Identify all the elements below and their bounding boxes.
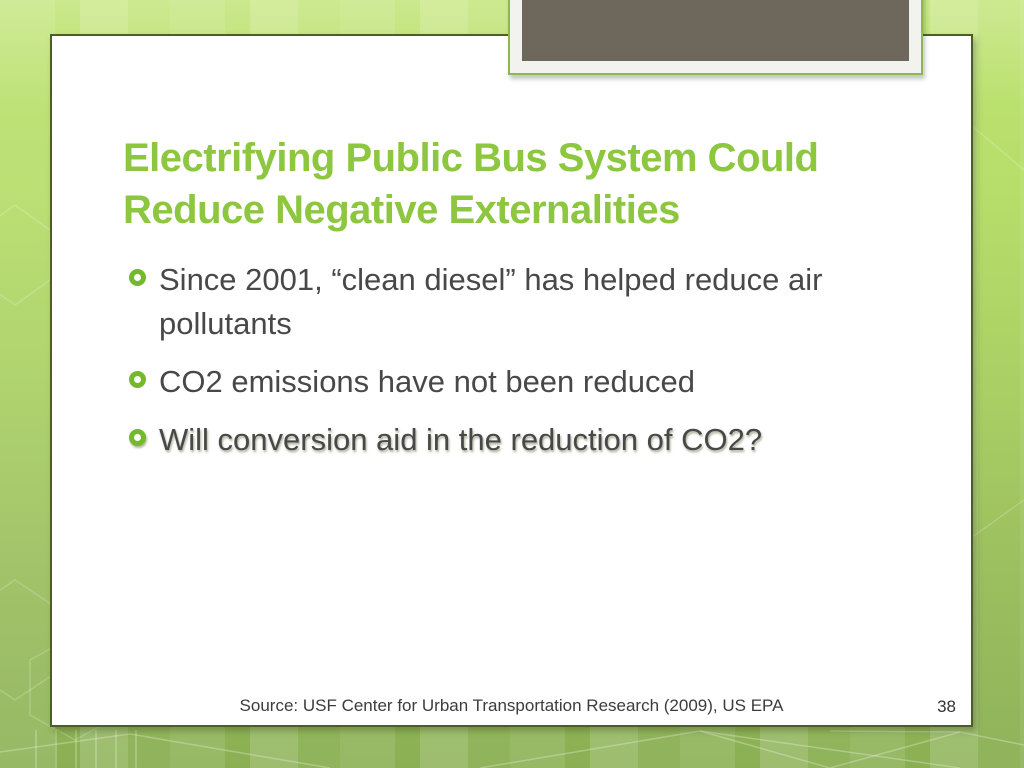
photo-placeholder xyxy=(508,0,923,75)
page-number: 38 xyxy=(937,697,956,716)
source-citation: Source: USF Center for Urban Transportat… xyxy=(239,696,784,715)
bullet-icon xyxy=(129,429,146,446)
bullet-text: CO2 emissions have not been reduced xyxy=(159,364,695,399)
bullet-item: CO2 emissions have not been reduced xyxy=(129,360,949,404)
slide-title-line2: Reduce Negative Externalities xyxy=(123,188,680,232)
slide-title: Electrifying Public Bus System Could Red… xyxy=(123,132,943,236)
bullet-item: Since 2001, “clean diesel” has helped re… xyxy=(129,258,949,346)
slide-title-line1: Electrifying Public Bus System Could xyxy=(123,136,819,180)
bullet-icon xyxy=(129,371,146,388)
bullet-list: Since 2001, “clean diesel” has helped re… xyxy=(129,258,949,462)
bullet-text: Will conversion aid in the reduction of … xyxy=(159,422,763,457)
slide: Electrifying Public Bus System Could Red… xyxy=(50,34,973,727)
bullet-item: Will conversion aid in the reduction of … xyxy=(129,418,949,462)
photo-placeholder-image xyxy=(522,0,909,61)
bullet-icon xyxy=(129,269,146,286)
bullet-text: Since 2001, “clean diesel” has helped re… xyxy=(159,262,823,341)
